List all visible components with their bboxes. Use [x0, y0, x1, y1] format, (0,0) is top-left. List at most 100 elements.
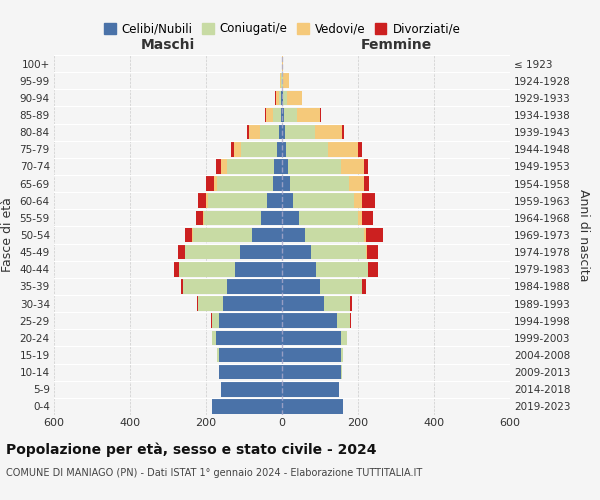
Bar [367, 262, 368, 276]
Bar [265, 108, 266, 122]
Bar [297, 108, 320, 122]
Bar [288, 159, 341, 174]
Bar [214, 176, 217, 191]
Bar [282, 159, 288, 174]
Bar [280, 74, 281, 88]
Bar [282, 348, 341, 362]
Bar [175, 262, 179, 276]
Bar [178, 245, 185, 260]
Text: COMUNE DI MANIAGO (PN) - Dati ISTAT 1° gennaio 2024 - Elaborazione TUTTITALIA.IT: COMUNE DI MANIAGO (PN) - Dati ISTAT 1° g… [6, 468, 422, 477]
Bar [362, 210, 373, 225]
Bar [287, 90, 302, 105]
Bar [282, 142, 286, 156]
Bar [282, 194, 293, 208]
Bar [231, 142, 234, 156]
Bar [341, 348, 343, 362]
Bar [282, 296, 324, 311]
Bar [364, 159, 367, 174]
Bar [354, 194, 362, 208]
Bar [281, 90, 282, 105]
Bar [320, 279, 362, 293]
Bar [212, 314, 220, 328]
Bar [328, 142, 358, 156]
Bar [282, 314, 337, 328]
Bar [316, 262, 367, 276]
Text: Popolazione per età, sesso e stato civile - 2024: Popolazione per età, sesso e stato civil… [6, 442, 377, 457]
Bar [179, 262, 235, 276]
Bar [282, 125, 285, 140]
Bar [204, 210, 261, 225]
Bar [274, 159, 282, 174]
Bar [280, 90, 281, 105]
Bar [199, 194, 206, 208]
Bar [282, 365, 341, 380]
Bar [299, 210, 358, 225]
Bar [282, 382, 339, 396]
Bar [221, 159, 227, 174]
Bar [286, 142, 328, 156]
Bar [358, 142, 362, 156]
Bar [282, 228, 305, 242]
Legend: Celibi/Nubili, Coniugati/e, Vedovi/e, Divorziati/e: Celibi/Nubili, Coniugati/e, Vedovi/e, Di… [99, 18, 465, 40]
Bar [206, 176, 214, 191]
Bar [212, 399, 282, 413]
Bar [185, 245, 240, 260]
Bar [283, 90, 287, 105]
Bar [220, 314, 282, 328]
Bar [324, 296, 350, 311]
Bar [251, 228, 282, 242]
Bar [284, 108, 297, 122]
Bar [241, 142, 277, 156]
Text: Femmine: Femmine [361, 38, 431, 52]
Bar [293, 194, 354, 208]
Bar [247, 125, 248, 140]
Bar [282, 210, 299, 225]
Bar [342, 125, 344, 140]
Bar [282, 399, 343, 413]
Bar [193, 228, 251, 242]
Bar [358, 210, 362, 225]
Bar [290, 176, 349, 191]
Bar [283, 74, 289, 88]
Bar [362, 279, 366, 293]
Bar [341, 330, 347, 345]
Bar [260, 125, 279, 140]
Bar [199, 296, 223, 311]
Bar [212, 330, 215, 345]
Bar [282, 262, 316, 276]
Bar [337, 314, 350, 328]
Bar [272, 176, 282, 191]
Bar [261, 210, 282, 225]
Bar [196, 210, 203, 225]
Bar [215, 330, 282, 345]
Bar [220, 365, 282, 380]
Bar [215, 159, 221, 174]
Bar [281, 108, 282, 122]
Bar [234, 142, 241, 156]
Bar [220, 348, 282, 362]
Bar [349, 176, 364, 191]
Bar [368, 262, 378, 276]
Bar [181, 279, 183, 293]
Bar [282, 245, 311, 260]
Bar [235, 262, 282, 276]
Bar [350, 314, 351, 328]
Bar [277, 142, 282, 156]
Bar [208, 194, 267, 208]
Bar [350, 296, 352, 311]
Bar [341, 159, 364, 174]
Bar [367, 245, 378, 260]
Bar [217, 348, 220, 362]
Y-axis label: Anni di nascita: Anni di nascita [577, 188, 590, 281]
Bar [248, 125, 260, 140]
Bar [183, 279, 227, 293]
Bar [203, 210, 204, 225]
Bar [279, 125, 282, 140]
Bar [285, 125, 316, 140]
Bar [217, 176, 272, 191]
Bar [221, 382, 282, 396]
Bar [320, 108, 321, 122]
Bar [185, 228, 192, 242]
Bar [282, 176, 290, 191]
Bar [227, 279, 282, 293]
